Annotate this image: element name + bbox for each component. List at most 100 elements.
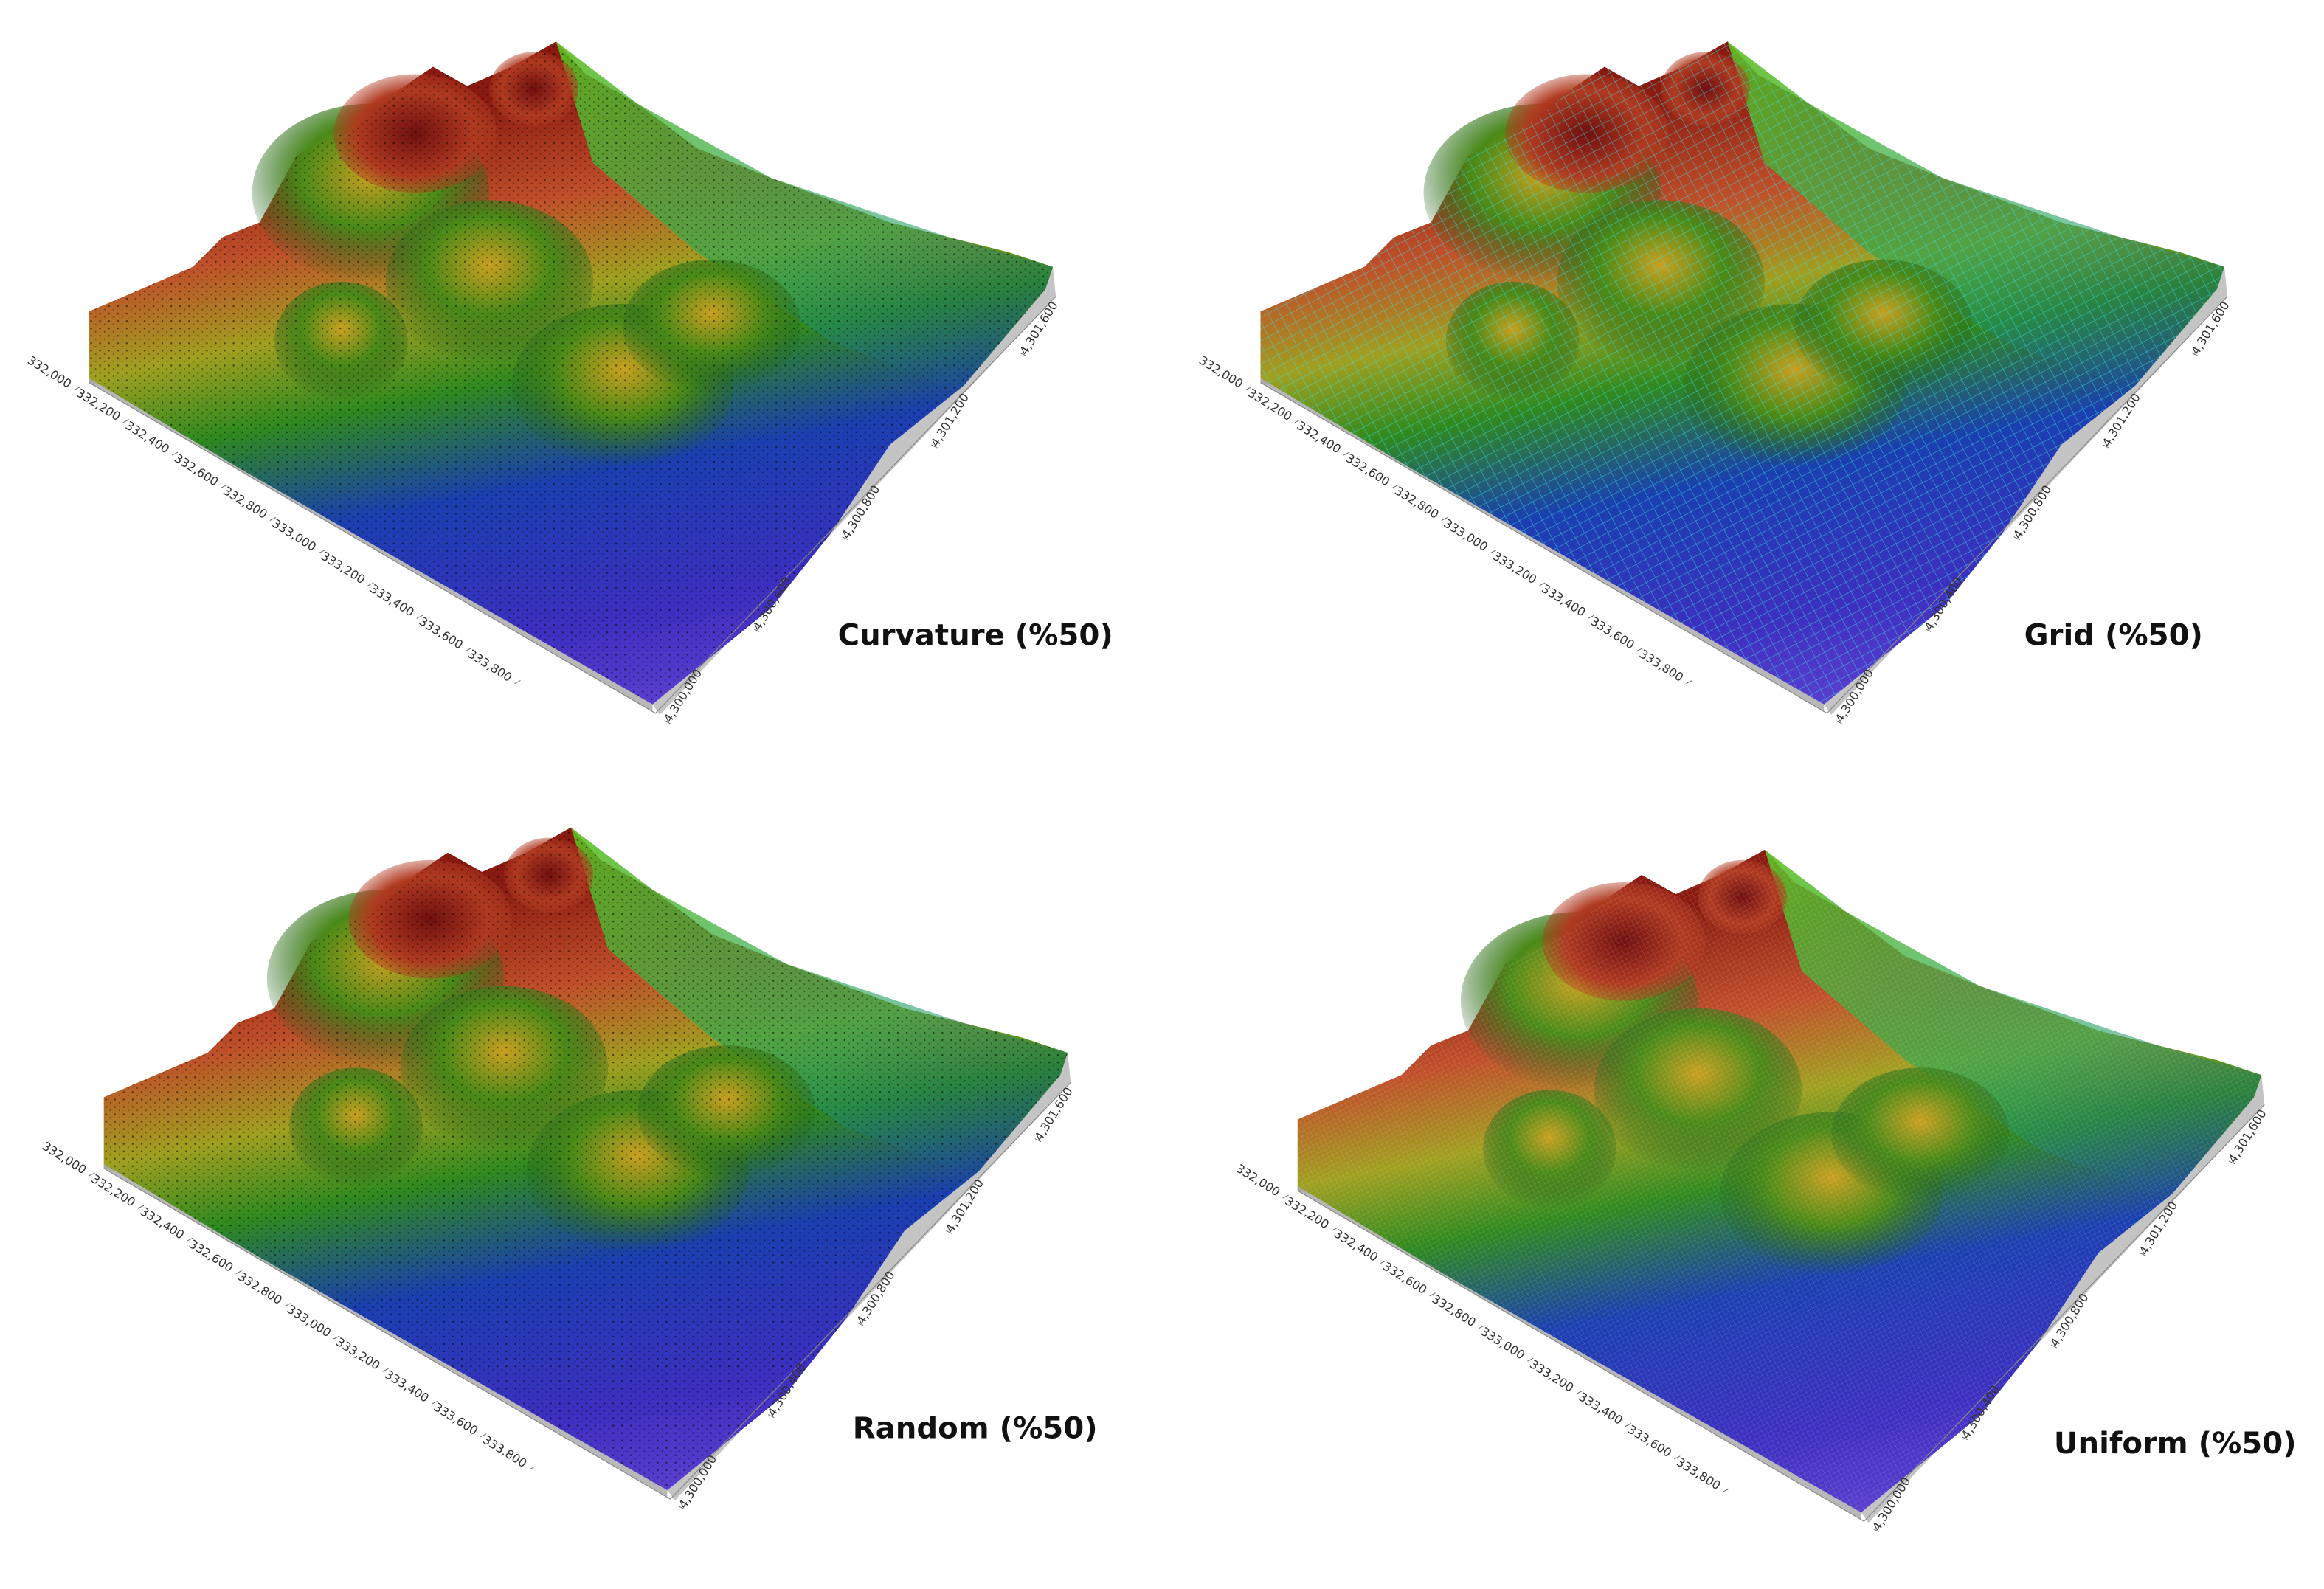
- x-tick-label: 332,600: [1380, 1259, 1429, 1297]
- y-tick: [679, 1506, 685, 1510]
- terrain-panel: 332,000332,200332,400332,600332,800333,0…: [40, 827, 1098, 1511]
- x-tick-label: 333,000: [270, 516, 319, 554]
- x-tick: [416, 615, 423, 619]
- y-tick: [1836, 720, 1842, 724]
- x-tick: [1539, 582, 1546, 586]
- x-tick: [1674, 1455, 1681, 1460]
- panel-label: Random (%50): [853, 1412, 1098, 1446]
- x-tick: [89, 1172, 95, 1177]
- x-tick-label: 333,200: [1527, 1357, 1576, 1394]
- x-tick-label: 333,800: [480, 1433, 529, 1470]
- x-tick: [235, 1270, 242, 1275]
- x-tick: [1380, 1260, 1387, 1264]
- x-tick: [1429, 1292, 1436, 1297]
- y-tick: [946, 1230, 952, 1234]
- x-tick-label: 333,200: [333, 1334, 382, 1372]
- panel-label: Grid (%50): [2024, 618, 2203, 652]
- x-tick-label: 333,600: [417, 614, 466, 651]
- x-tick: [529, 1466, 536, 1470]
- x-tick: [480, 1433, 487, 1438]
- x-tick: [431, 1401, 438, 1405]
- x-tick: [465, 647, 472, 651]
- x-tick-label: 332,800: [235, 1270, 284, 1307]
- x-tick-label: 332,600: [1343, 451, 1392, 488]
- x-tick-label: 333,200: [319, 549, 367, 586]
- x-tick-label: 333,800: [466, 647, 514, 685]
- x-tick-label: 333,600: [432, 1400, 480, 1438]
- x-tick-label: 332,000: [40, 1139, 89, 1177]
- terrain-panel: 332,000332,200332,400332,600332,800333,0…: [1234, 849, 2297, 1533]
- x-tick: [187, 1237, 193, 1242]
- terrain-panel: 332,000332,200332,400332,600332,800333,0…: [1197, 41, 2233, 725]
- x-tick: [171, 451, 179, 456]
- y-tick: [2102, 444, 2109, 449]
- y-tick: [857, 1322, 864, 1326]
- x-tick: [74, 387, 80, 391]
- x-tick-label: 332,600: [187, 1237, 235, 1275]
- x-tick-label: 332,600: [172, 451, 221, 488]
- panel-label: Curvature (%50): [838, 618, 1113, 652]
- y-tick: [2191, 352, 2199, 356]
- y-tick: [1034, 1138, 1042, 1143]
- axis-edge: [1260, 296, 2228, 714]
- x-tick: [1588, 615, 1594, 619]
- x-tick: [318, 550, 325, 554]
- x-tick-label: 332,800: [1392, 484, 1441, 522]
- x-tick: [333, 1335, 340, 1340]
- y-tick: [1962, 1436, 1968, 1441]
- x-tick-label: 333,000: [1479, 1324, 1527, 1362]
- x-tick: [137, 1205, 145, 1209]
- x-tick: [1245, 387, 1252, 391]
- axis-edge: [103, 1081, 1071, 1500]
- y-tick: [1872, 1528, 1879, 1532]
- surface-texture: [1297, 849, 2262, 1513]
- x-tick-label: 332,800: [1429, 1292, 1478, 1329]
- x-tick: [1478, 1325, 1485, 1329]
- y-tick: [2013, 536, 2020, 541]
- x-tick: [1636, 647, 1644, 651]
- y-tick: [2140, 1253, 2146, 1256]
- y-tick: [664, 720, 671, 724]
- x-tick: [1392, 484, 1399, 488]
- x-tick-label: 332,000: [1197, 353, 1245, 391]
- x-tick: [514, 680, 521, 685]
- y-tick: [767, 1414, 775, 1419]
- x-tick: [122, 419, 130, 423]
- x-tick-label: 333,400: [367, 581, 416, 619]
- x-tick-label: 333,400: [382, 1367, 431, 1405]
- x-tick-label: 333,200: [1490, 549, 1539, 586]
- x-tick: [1490, 550, 1497, 554]
- x-tick: [1331, 1227, 1338, 1231]
- y-tick: [753, 628, 760, 632]
- x-tick-label: 332,000: [25, 353, 74, 391]
- panel-label: Uniform (%50): [2054, 1427, 2297, 1461]
- x-tick-label: 333,600: [1588, 614, 1636, 651]
- surface-texture: [103, 827, 1068, 1491]
- terrain-panel: 332,000332,200332,400332,600332,800333,0…: [25, 41, 1113, 725]
- x-tick-label: 333,600: [1625, 1422, 1674, 1460]
- y-tick: [931, 444, 938, 449]
- y-tick: [2050, 1344, 2058, 1349]
- x-tick: [382, 1368, 389, 1372]
- x-tick: [1441, 517, 1448, 521]
- x-tick: [269, 517, 277, 521]
- x-tick-label: 333,000: [1441, 516, 1490, 554]
- y-tick: [1924, 628, 1932, 632]
- axis-edge: [1297, 1104, 2265, 1523]
- x-tick: [1282, 1194, 1289, 1199]
- x-tick-label: 333,000: [285, 1302, 333, 1340]
- y-tick: [842, 536, 848, 541]
- x-tick: [367, 582, 374, 586]
- y-tick: [1020, 352, 1027, 356]
- x-tick: [221, 484, 227, 488]
- y-tick: [2228, 1160, 2235, 1165]
- x-tick: [1686, 680, 1692, 685]
- surface-texture: [1260, 41, 2224, 705]
- x-tick: [1576, 1390, 1583, 1394]
- x-tick-label: 333,400: [1539, 581, 1588, 619]
- x-tick-label: 333,800: [1637, 647, 1686, 685]
- x-tick: [1625, 1423, 1632, 1427]
- x-tick: [1294, 419, 1301, 423]
- x-tick: [284, 1303, 291, 1307]
